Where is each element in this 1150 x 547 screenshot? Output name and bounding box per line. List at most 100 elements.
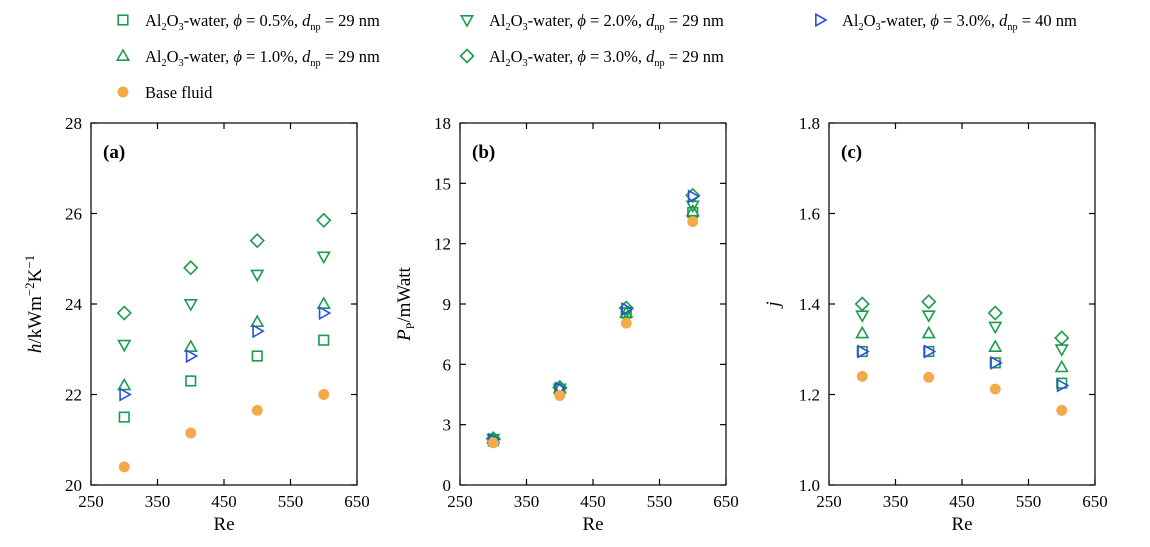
data-point-s5 [990,355,1003,370]
data-point-s3 [855,310,870,323]
data-point-s5 [318,305,332,321]
data-point-s2 [250,314,265,328]
series-s2 [486,203,700,444]
series-s1 [118,334,330,423]
data-point-s2 [117,377,132,391]
data-point-s4 [183,260,199,276]
data-point-base [687,216,699,228]
y-tick-label: 18 [434,114,451,133]
series-s5 [488,189,701,447]
panel-c: 250 350 450 550 650 1.0 1.2 1.4 1.6 1.8 Re j (c) [763,114,1108,535]
x-tick-label: 450 [580,492,606,511]
data-point-s1 [185,375,197,387]
data-point-base [487,437,499,449]
series-s3 [486,200,700,447]
data-point-s5 [687,189,701,204]
legend-marker-s3 [459,15,475,28]
legend-item-s5: Al2O3-water, ϕ = 3.0%, dnp = 40 nm [815,11,1077,33]
legend-item-s3: Al2O3-water, ϕ = 2.0%, dnp = 29 nm [459,11,724,33]
data-point-s4 [316,212,332,228]
data-point-s3 [183,299,198,312]
y-tick-label: 12 [434,235,451,254]
data-point-s5 [119,387,132,402]
x-tick-label: 550 [647,492,673,511]
data-point-base [185,427,197,439]
data-point-s1 [318,334,330,346]
y-axis-label: j [763,301,784,309]
data-point-s4 [854,296,870,312]
y-tick-label: 0 [443,476,452,495]
plot-frame [459,122,727,486]
series-s4 [854,294,1070,346]
x-axis-label: Re [951,514,972,535]
y-tick-label: 1.0 [799,476,820,495]
x-tick-label: 450 [949,492,975,511]
data-point-s5 [252,324,265,339]
data-point-base [620,317,632,329]
panel-label: (c) [841,142,862,163]
x-tick-label: 350 [145,492,171,511]
series-s2 [855,325,1069,373]
x-tick-label: 250 [78,492,104,511]
series-s4 [116,212,332,321]
data-point-base [856,370,868,382]
y-axis-label: PP/mWatt [394,266,417,341]
legend-marker-s1 [117,14,129,26]
series-s1 [487,206,699,447]
data-point-s3 [619,307,634,320]
legend-marker-base [117,86,129,98]
data-point-s2 [685,203,700,217]
x-tick-label: 350 [514,492,540,511]
series-s2 [117,296,331,391]
legend-label-base: Base fluid [145,83,213,102]
y-axis-label-group: j [763,301,784,309]
data-point-base [989,383,1001,395]
data-point-s3 [1054,344,1069,357]
data-point-base [318,389,330,400]
data-point-base [1056,404,1068,416]
y-tick-label: 20 [65,476,82,495]
data-point-base [554,390,566,401]
y-tick-label: 1.4 [799,295,821,314]
legend-label-s5: Al2O3-water, ϕ = 3.0%, dnp = 40 nm [842,11,1077,33]
legend: Al2O3-water, ϕ = 0.5%, dnp = 29 nm Al2O3-… [115,11,1077,102]
panel-b: 250 350 450 550 650 0 3 6 9 12 15 18 Re PP/mWatt (b) [394,114,739,535]
data-point-s3 [316,251,331,265]
y-tick-label: 15 [434,174,451,193]
x-tick-label: 550 [1016,492,1042,511]
data-point-s4 [987,305,1003,321]
data-point-s5 [185,348,199,364]
data-point-s2 [921,325,936,339]
y-tick-label: 3 [443,416,452,435]
y-tick-label: 28 [65,114,82,133]
y-tick-label: 6 [443,355,452,374]
data-point-base [251,404,263,416]
data-point-s4 [1054,330,1070,346]
series-base [118,389,330,473]
panel-label: (a) [103,142,125,163]
legend-marker-s5 [815,12,828,28]
y-tick-label: 1.2 [799,386,820,405]
data-point-s4 [116,305,132,321]
data-point-s5 [621,301,634,317]
legend-marker-s4 [459,48,475,64]
data-point-s4 [249,233,265,249]
y-tick-label: 1.8 [799,114,820,133]
y-axis-label-group: PP/mWatt [394,266,417,341]
data-point-s1 [118,411,130,423]
legend-item-base: Base fluid [117,83,213,102]
x-axis-label: Re [213,514,234,535]
data-point-s2 [855,325,870,339]
data-point-s4 [921,294,937,310]
data-point-s5 [857,344,870,359]
series-s1 [856,345,1068,389]
data-point-s3 [921,310,936,323]
series-s3 [117,251,331,353]
data-point-s5 [1056,378,1070,393]
series-s4 [485,187,701,447]
x-tick-label: 550 [278,492,304,511]
panel-a: 250 350 450 550 650 20 22 24 26 28 Re h/kWm−2K−1 (a) [22,114,370,535]
x-tick-label: 650 [344,492,370,511]
y-tick-label: 1.6 [799,205,820,224]
